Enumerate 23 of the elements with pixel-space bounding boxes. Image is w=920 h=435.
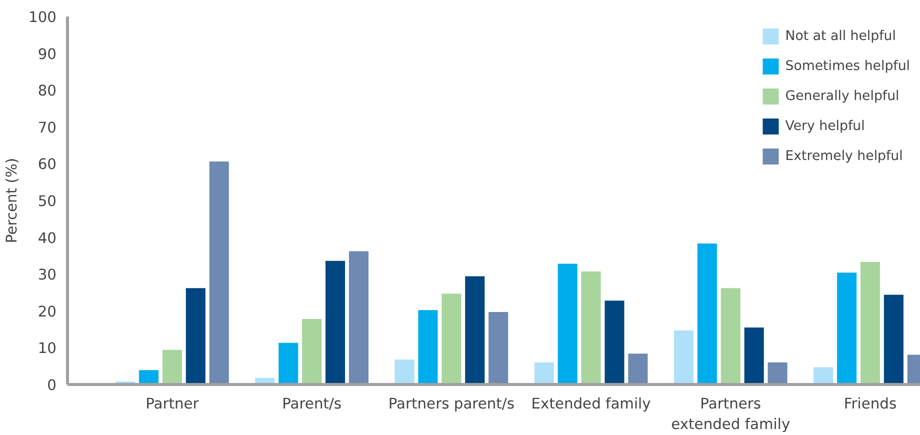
x-tick-label: Partner — [146, 396, 200, 412]
y-tick-label: 60 — [38, 156, 57, 174]
y-axis-title: Percent (%) — [4, 158, 21, 244]
legend-label: Extremely helpful — [785, 148, 903, 164]
legend-label: Not at all helpful — [785, 28, 896, 44]
y-tick-label: 10 — [38, 340, 57, 358]
y-tick-label: 40 — [38, 230, 57, 247]
y-tick-label: 80 — [38, 82, 57, 100]
y-tick-label: 50 — [38, 193, 57, 210]
y-tick-label: 30 — [38, 266, 57, 284]
x-tick-label: Partners extended family — [671, 396, 790, 433]
y-tick-label: 100 — [28, 9, 57, 26]
y-tick-label: 70 — [38, 119, 57, 136]
x-tick-label: Partners parent/s — [388, 396, 515, 412]
y-tick-label: 0 — [47, 377, 57, 394]
legend-label: Sometimes helpful — [785, 58, 910, 74]
x-tick-label: Friends — [844, 396, 897, 412]
legend-label: Very helpful — [785, 118, 865, 134]
x-tick-label: Extended family — [531, 396, 652, 412]
x-tick-label: Parent/s — [282, 396, 342, 412]
y-tick-label: 90 — [38, 46, 57, 63]
y-tick-label: 20 — [38, 303, 57, 320]
legend-label: Generally helpful — [785, 88, 900, 104]
